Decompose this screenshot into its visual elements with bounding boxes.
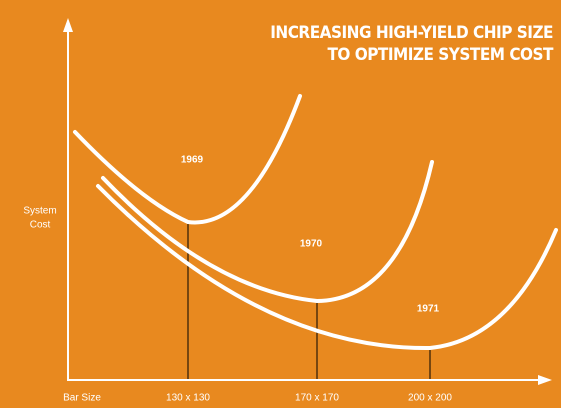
y-arrow	[63, 18, 73, 32]
x-label: 200 x 200	[408, 393, 452, 404]
y-axis-label: System	[23, 206, 56, 217]
y-axis-label: Cost	[30, 220, 51, 231]
x-axis-label: Bar Size	[63, 393, 101, 404]
x-label: 170 x 170	[295, 393, 339, 404]
curve-label: 1970	[300, 239, 323, 250]
curve-1971	[96, 184, 558, 351]
title: INCREASING HIGH-YIELD CHIP SIZE	[270, 23, 553, 43]
curve-1970	[101, 160, 434, 304]
x-arrow	[538, 375, 552, 385]
curve-1969	[73, 94, 302, 225]
x-label: 130 x 130	[166, 393, 210, 404]
curve-label: 1971	[417, 304, 440, 315]
title: TO OPTIMIZE SYSTEM COST	[327, 45, 554, 65]
curve-label: 1969	[181, 155, 204, 166]
